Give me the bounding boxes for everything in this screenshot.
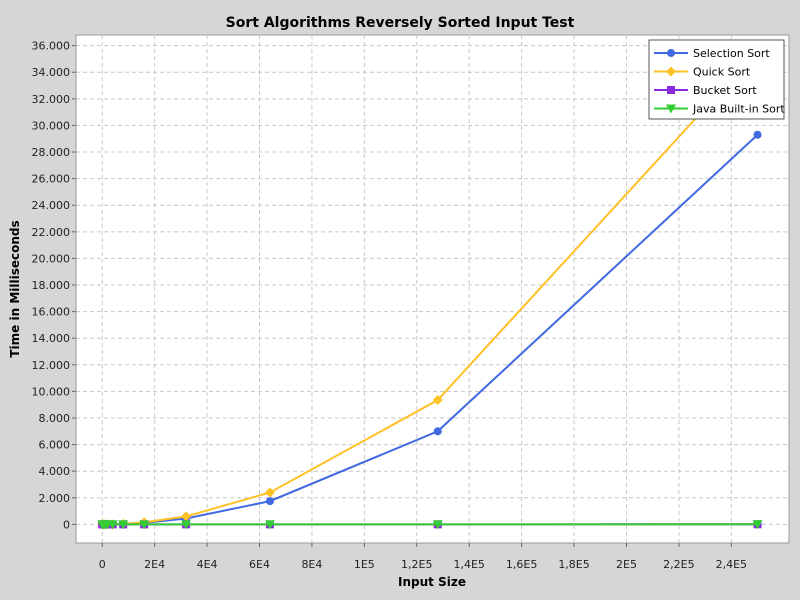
- data-point: [753, 130, 762, 139]
- y-tick-label: 18.000: [32, 279, 71, 292]
- y-tick-label: 26.000: [32, 173, 71, 186]
- y-axis-label: Time in Milliseconds: [8, 220, 22, 357]
- data-point: [181, 511, 192, 522]
- x-tick-label: 2,4E5: [716, 558, 747, 571]
- legend-item: Selection Sort: [654, 47, 770, 60]
- legend-label: Selection Sort: [693, 47, 770, 60]
- y-tick-label: 32.000: [32, 93, 71, 106]
- legend: Selection Sort Quick Sort Bucket Sort Java …: [648, 39, 785, 120]
- x-tick-label: 1E5: [354, 558, 375, 571]
- series-java-built-in-sort: [97, 520, 763, 530]
- x-tick-label: 0: [99, 558, 106, 571]
- y-tick-label: 10.000: [32, 385, 71, 398]
- y-tick-label: 6.000: [39, 439, 71, 452]
- data-point: [118, 520, 129, 530]
- y-tick-label: 34.000: [32, 66, 71, 79]
- legend-item: Quick Sort: [654, 66, 751, 79]
- x-axis: 0 2E4 4E4 6E4 8E4 1E5 1,2E5 1,4E5 1,6E5 1,8E5 2E5 2…: [99, 543, 747, 571]
- data-point: [107, 520, 118, 530]
- x-tick-label: 4E4: [197, 558, 218, 571]
- legend-swatch-marker: [667, 86, 675, 94]
- legend-label: Quick Sort: [693, 66, 751, 79]
- data-point: [181, 520, 192, 530]
- y-tick-label: 24.000: [32, 199, 71, 212]
- y-tick-label: 12.000: [32, 359, 71, 372]
- legend-item: Bucket Sort: [654, 84, 757, 97]
- y-tick-label: 16.000: [32, 306, 71, 319]
- y-axis: 0 2.000 4.000 6.000 8.000 10.000 12.000 14.000 1…: [32, 40, 76, 531]
- y-tick-label: 28.000: [32, 146, 71, 159]
- x-tick-label: 2E5: [616, 558, 637, 571]
- y-tick-label: 8.000: [39, 412, 71, 425]
- x-tick-label: 8E4: [301, 558, 322, 571]
- chart-title: Sort Algorithms Reversely Sorted Input T…: [226, 15, 575, 31]
- legend-swatch-marker: [666, 66, 676, 77]
- data-point: [264, 487, 275, 498]
- data-point: [432, 395, 443, 406]
- y-tick-label: 36.000: [32, 40, 71, 53]
- data-point: [265, 497, 274, 506]
- x-tick-label: 1,2E5: [401, 558, 432, 571]
- x-tick-label: 2,2E5: [663, 558, 694, 571]
- x-tick-label: 1,6E5: [506, 558, 537, 571]
- x-tick-label: 1,4E5: [453, 558, 484, 571]
- x-axis-label: Input Size: [398, 575, 466, 589]
- y-tick-label: 22.000: [32, 226, 71, 239]
- data-point: [432, 520, 443, 530]
- y-tick-label: 20.000: [32, 252, 71, 265]
- data-point: [139, 520, 150, 530]
- y-tick-label: 4.000: [39, 465, 71, 478]
- y-tick-label: 2.000: [39, 492, 71, 505]
- grid: [76, 35, 789, 543]
- legend-swatch-marker: [666, 104, 676, 114]
- x-tick-label: 1,8E5: [558, 558, 589, 571]
- x-tick-label: 2E4: [144, 558, 165, 571]
- data-point: [752, 520, 763, 530]
- legend-item: Java Built-in Sort: [654, 103, 785, 116]
- x-tick-label: 6E4: [249, 558, 270, 571]
- legend-label: Java Built-in Sort: [692, 103, 785, 116]
- plot-area: [75, 34, 790, 544]
- y-tick-label: 14.000: [32, 332, 71, 345]
- legend-label: Bucket Sort: [693, 84, 757, 97]
- series-layer: [97, 45, 763, 530]
- y-tick-label: 0: [63, 518, 70, 531]
- data-point: [433, 427, 442, 436]
- y-tick-label: 30.000: [32, 119, 71, 132]
- data-point: [264, 520, 275, 530]
- legend-swatch-marker: [667, 49, 675, 57]
